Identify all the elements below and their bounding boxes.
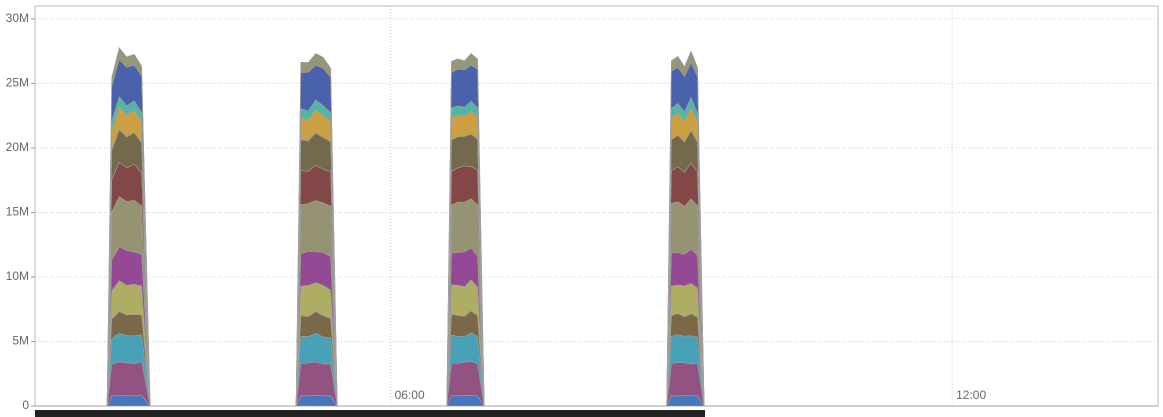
y-tick-label: 20M xyxy=(6,140,29,154)
y-tick-label: 0 xyxy=(22,398,29,412)
plot-frame xyxy=(34,5,1159,407)
plot: 0 5M 10M 15M 20M 25M 30M 06:00 12:00 xyxy=(6,6,1158,412)
y-tick-label: 5M xyxy=(12,334,29,348)
y-tick-label: 30M xyxy=(6,11,29,25)
x-tick-label: 12:00 xyxy=(956,388,986,402)
y-tick-label: 25M xyxy=(6,76,29,90)
area xyxy=(35,47,1158,407)
y-tick-label: 15M xyxy=(6,205,29,219)
y-tick-label: 10M xyxy=(6,269,29,283)
x-tick-label: 06:00 xyxy=(395,388,425,402)
scroll-bar xyxy=(35,410,705,417)
